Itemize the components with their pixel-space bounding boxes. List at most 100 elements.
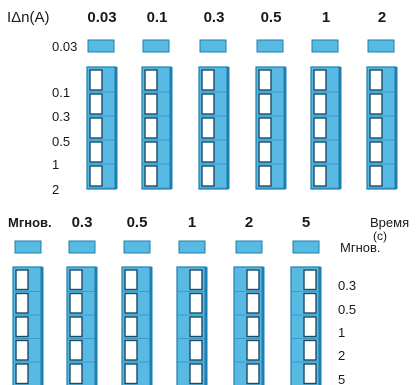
switch-knob: [258, 93, 272, 115]
time-column-header: 0.5: [127, 214, 148, 231]
switch-knob: [313, 165, 327, 187]
sensitivity-axis-label: IΔn(A): [7, 9, 50, 26]
switch-knob: [201, 93, 215, 115]
time-row-label: 0.3: [338, 278, 356, 293]
switch-knob: [124, 269, 138, 291]
switch-knob: [69, 269, 83, 291]
switch-knob: [89, 93, 103, 115]
switch-knob: [144, 69, 158, 91]
switch-knob: [313, 93, 327, 115]
switch-knob: [303, 316, 317, 338]
sensitivity-dip-switch: [310, 66, 342, 190]
sensitivity-column-header: 1: [322, 9, 330, 26]
sensitivity-column-header: 0.03: [87, 9, 116, 26]
switch-knob: [201, 69, 215, 91]
sensitivity-row-label: 0.1: [52, 85, 70, 100]
time-dip-switch: [176, 266, 208, 385]
switch-knob: [144, 93, 158, 115]
sensitivity-column-header: 0.1: [147, 9, 168, 26]
switch-knob: [313, 69, 327, 91]
time-indicator: [178, 240, 206, 254]
time-row-label: 0.5: [338, 302, 356, 317]
switch-knob: [89, 165, 103, 187]
sensitivity-indicator: [311, 39, 339, 53]
switch-knob: [124, 363, 138, 385]
switch-knob: [201, 141, 215, 163]
sensitivity-dip-switch: [198, 66, 230, 190]
switch-knob: [144, 165, 158, 187]
switch-knob: [69, 339, 83, 361]
switch-knob: [313, 117, 327, 139]
time-column-header: 5: [302, 214, 310, 231]
switch-knob: [258, 141, 272, 163]
time-axis-label: Время: [370, 215, 409, 230]
sensitivity-dip-switch: [86, 66, 118, 190]
switch-knob: [124, 316, 138, 338]
sensitivity-indicator: [256, 39, 284, 53]
switch-knob: [124, 339, 138, 361]
switch-knob: [89, 117, 103, 139]
switch-knob: [369, 165, 383, 187]
switch-knob: [246, 292, 260, 314]
switch-knob: [369, 141, 383, 163]
time-dip-switch: [12, 266, 44, 385]
sensitivity-row-label: 1: [52, 157, 59, 172]
switch-knob: [189, 269, 203, 291]
time-axis-unit: (с): [373, 229, 387, 243]
switch-knob: [258, 117, 272, 139]
switch-knob: [15, 339, 29, 361]
switch-knob: [303, 363, 317, 385]
time-indicator: [292, 240, 320, 254]
switch-knob: [369, 93, 383, 115]
switch-knob: [15, 292, 29, 314]
sensitivity-row-label: 2: [52, 182, 59, 197]
switch-knob: [313, 141, 327, 163]
switch-knob: [124, 292, 138, 314]
time-row-label: 5: [338, 372, 345, 385]
sensitivity-column-header: 0.3: [204, 9, 225, 26]
time-row-label: Мгнов.: [340, 240, 381, 255]
switch-knob: [246, 339, 260, 361]
time-indicator: [235, 240, 263, 254]
sensitivity-indicator: [87, 39, 115, 53]
time-column-header: 0.3: [72, 214, 93, 231]
switch-knob: [369, 69, 383, 91]
switch-knob: [144, 117, 158, 139]
switch-knob: [201, 165, 215, 187]
switch-knob: [189, 292, 203, 314]
time-dip-switch: [121, 266, 153, 385]
switch-knob: [303, 269, 317, 291]
sensitivity-row-label: 0.3: [52, 109, 70, 124]
sensitivity-row-label: 0.03: [52, 39, 77, 54]
switch-knob: [15, 363, 29, 385]
sensitivity-row-label: 0.5: [52, 134, 70, 149]
switch-knob: [69, 363, 83, 385]
sensitivity-indicator: [199, 39, 227, 53]
switch-knob: [69, 292, 83, 314]
time-column-header: Мгнов.: [8, 215, 52, 230]
time-dip-switch: [66, 266, 98, 385]
switch-knob: [89, 69, 103, 91]
time-column-header: 2: [245, 214, 253, 231]
sensitivity-column-header: 0.5: [261, 9, 282, 26]
time-dip-switch: [290, 266, 322, 385]
switch-knob: [189, 363, 203, 385]
switch-knob: [15, 269, 29, 291]
switch-knob: [144, 141, 158, 163]
sensitivity-column-header: 2: [378, 9, 386, 26]
switch-knob: [189, 316, 203, 338]
sensitivity-indicator: [142, 39, 170, 53]
time-row-label: 2: [338, 348, 345, 363]
sensitivity-dip-switch: [141, 66, 173, 190]
time-indicator: [14, 240, 42, 254]
switch-knob: [246, 269, 260, 291]
time-indicator: [68, 240, 96, 254]
time-indicator: [123, 240, 151, 254]
sensitivity-indicator: [367, 39, 395, 53]
switch-knob: [258, 69, 272, 91]
switch-knob: [201, 117, 215, 139]
switch-knob: [246, 316, 260, 338]
switch-knob: [69, 316, 83, 338]
switch-knob: [369, 117, 383, 139]
